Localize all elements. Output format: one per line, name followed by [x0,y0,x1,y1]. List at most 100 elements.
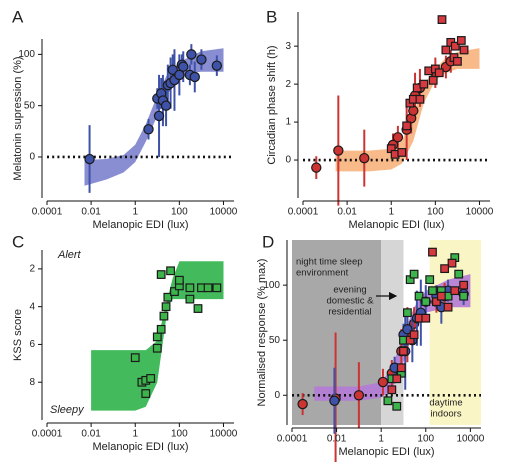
y-tick-label: 8 [29,377,35,388]
region-label: evening [333,285,366,296]
point [185,294,195,304]
point [170,287,179,296]
panel: 0 50 100 0.0001 0.01 1 100 10000 Melanopic EDI (… [12,7,238,230]
point [428,286,437,296]
point [156,324,166,334]
point [141,389,151,398]
point [459,45,469,55]
x-tick-label: 0.0001 [288,207,319,218]
x-axis-label: Melanopic EDI (lux) [93,441,189,453]
panel-letter: A [12,7,24,26]
region-label: indoors [430,409,461,420]
point [447,258,457,268]
point [421,313,431,323]
point [450,41,460,51]
x-tick-label: 1 [132,207,138,218]
point [193,304,203,313]
y-tick-label: 0 [274,390,280,401]
x-tick-label: 0.01 [81,207,101,218]
point [186,49,197,60]
point [143,124,154,135]
x-tick-label: 10000 [210,207,238,218]
region-label: environment [296,268,349,279]
y-tick-label: 50 [269,335,281,346]
y-axis-label: Normalised response (% max) [256,259,268,407]
region-label: domestic & [327,296,375,307]
point [396,363,406,373]
x-tick-label: 100 [171,207,188,218]
x-tick-label: 100 [427,207,444,218]
point [392,401,402,411]
point [333,145,344,156]
point [434,68,444,78]
y-axis-label: Circadian phase shift (h) [266,45,278,164]
y-tick-label: 100 [263,280,280,291]
annotation: Alert [57,249,82,261]
point [419,79,429,89]
x-tick-label: 0.0001 [32,207,63,218]
point [311,162,322,173]
x-tick-label: 1 [388,207,394,218]
point [409,269,419,279]
x-tick-label: 100 [171,429,188,440]
point [178,61,189,72]
x-tick-label: 10000 [466,207,494,218]
point [156,270,166,279]
point [84,153,95,165]
x-tick-label: 0.01 [81,429,101,440]
point [409,330,419,340]
y-tick-label: 4 [29,301,35,312]
y-tick-label: 2 [29,264,35,275]
point [185,283,195,293]
point [377,376,389,388]
x-axis-label: Melanopic EDI (lux) [349,219,445,231]
point [392,132,404,143]
point [415,94,425,104]
panel: 2 4 6 8 0.0001 0.01 1 100 10000 Melanopic EDI (lu… [12,232,238,452]
point [189,71,200,83]
point [436,291,446,301]
annotation: Sleepy [50,404,85,416]
point [163,292,173,302]
point [159,311,169,321]
y-tick-label: 2 [285,79,291,90]
point [383,396,393,406]
point [397,148,407,157]
point [174,69,185,81]
y-axis-label: KSS score [12,309,24,361]
point [459,280,469,290]
point [161,302,171,312]
x-tick-label: 1 [132,429,138,440]
y-tick-label: 0 [29,152,35,163]
point [450,286,460,296]
x-tick-label: 10000 [210,429,238,440]
point [146,374,156,383]
point [297,398,308,410]
point [212,283,222,293]
point [402,323,413,335]
point [421,297,431,307]
point [440,264,450,274]
point [425,275,435,285]
x-tick-label: 100 [417,434,434,445]
point [437,15,447,24]
panel: 0 1 2 3 0.0001 0.01 1 100 10000 Melanopic EDI (lu… [266,7,494,230]
y-tick-label: 1 [285,117,291,128]
point [392,374,402,384]
point [211,60,223,71]
point [130,353,140,363]
panel-letter: C [12,232,24,251]
x-tick-label: 10000 [456,434,484,445]
point [402,121,412,131]
point [160,100,172,111]
x-tick-label: 1 [378,434,384,445]
point [387,385,397,395]
point [432,297,441,307]
y-tick-label: 0 [285,155,291,166]
point [203,283,213,293]
point [454,269,464,279]
point [414,291,424,301]
point [329,395,340,406]
